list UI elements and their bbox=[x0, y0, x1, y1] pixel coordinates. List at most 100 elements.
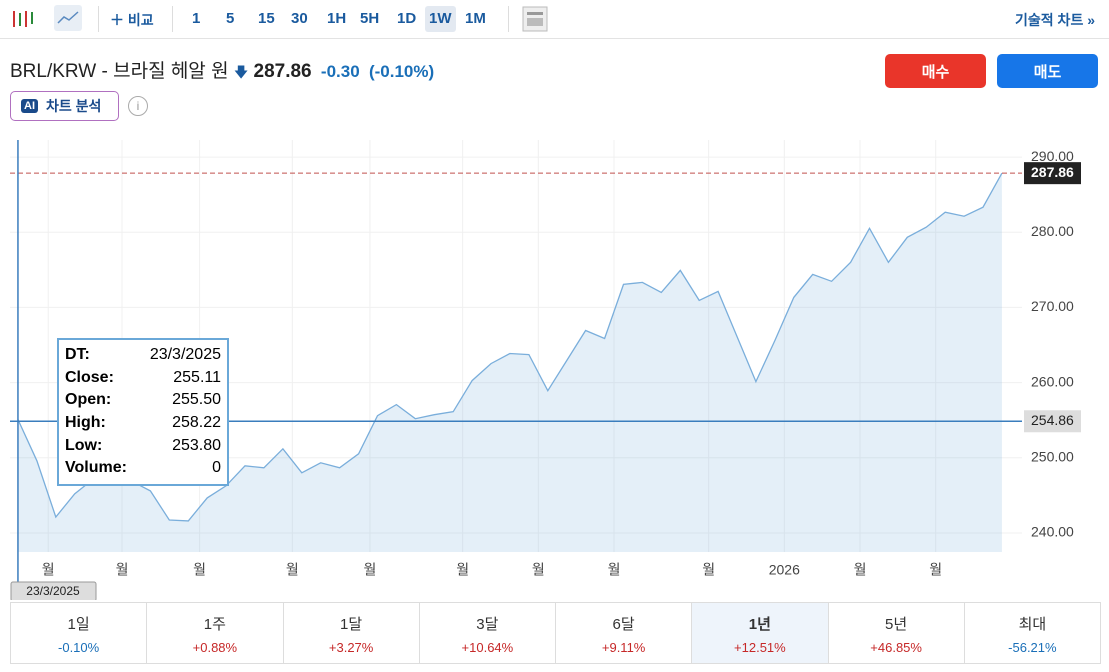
x-tick-label: 월 bbox=[532, 562, 545, 578]
period-bar: 1일 -0.10% 1주 +0.88% 1달 +3.27% 3달 +10.64% 6달 +9.11… bbox=[10, 602, 1101, 664]
period-cell[interactable]: 5년 +46.85% bbox=[829, 603, 965, 663]
info-icon[interactable]: i bbox=[128, 96, 148, 116]
quote-header: BRL/KRW - 브라질 헤알 원 🡇 287.86 -0.30 (-0.10… bbox=[10, 56, 434, 86]
x-tick-label: 월 bbox=[42, 562, 55, 578]
tooltip: DT: 23/3/2025 Close: 255.11 Open: 255.50 High:… bbox=[57, 338, 229, 486]
interval-button[interactable]: 5H bbox=[360, 10, 380, 27]
period-change: +10.64% bbox=[461, 640, 514, 655]
line-icon[interactable] bbox=[54, 5, 82, 31]
period-label: 1년 bbox=[748, 616, 771, 633]
y-tick-label: 290.00 bbox=[1031, 148, 1074, 164]
crosshair-x-label: 23/3/2025 bbox=[26, 584, 80, 598]
toolbar: ＋ 비교 1 5 15 30 1H 5H 1D 1W 1M 기술적 차트 » bbox=[0, 0, 1109, 39]
chart: 240.00 250.00 260.00 270.00 280.00 290.00 월 월 월 월… bbox=[10, 140, 1081, 600]
x-tick-label: 월 bbox=[608, 562, 621, 578]
y-tick-label: 240.00 bbox=[1031, 524, 1074, 540]
period-change: +9.11% bbox=[601, 640, 646, 655]
tooltip-row: Low: 253.80 bbox=[65, 437, 221, 460]
tooltip-value: 0 bbox=[212, 459, 221, 477]
period-cell[interactable]: 1주 +0.88% bbox=[147, 603, 284, 663]
interval-button[interactable]: 15 bbox=[258, 10, 275, 27]
x-tick-label: 월 bbox=[929, 562, 942, 578]
period-label: 3달 bbox=[476, 616, 499, 633]
interval-button[interactable]: 1H bbox=[327, 10, 347, 27]
tooltip-value: 255.50 bbox=[172, 391, 221, 409]
tooltip-value: 255.11 bbox=[173, 368, 221, 386]
tooltip-row: Open: 255.50 bbox=[65, 391, 221, 414]
period-cell[interactable]: 1달 +3.27% bbox=[284, 603, 420, 663]
interval-button[interactable]: 1M bbox=[465, 10, 486, 27]
tooltip-key: High: bbox=[65, 414, 106, 432]
candle-icon[interactable] bbox=[10, 8, 34, 30]
layout-icon[interactable] bbox=[522, 6, 548, 32]
tooltip-value: 258.22 bbox=[172, 414, 221, 432]
technical-chart-link[interactable]: 기술적 차트 » bbox=[1015, 12, 1095, 28]
period-label: 최대 bbox=[1018, 616, 1047, 633]
period-cell[interactable]: 최대 -56.21% bbox=[965, 603, 1100, 663]
period-cell[interactable]: 6달 +9.11% bbox=[556, 603, 693, 663]
x-tick-label: 월 bbox=[286, 562, 299, 578]
period-change: +46.85% bbox=[870, 640, 922, 655]
period-label: 5년 bbox=[885, 616, 908, 633]
buy-button[interactable]: 매수 bbox=[885, 54, 986, 88]
interval-button[interactable]: 30 bbox=[291, 10, 308, 27]
x-tick-label: 월 bbox=[363, 562, 376, 578]
period-label: 1일 bbox=[67, 616, 90, 633]
last-price-label: 287.86 bbox=[1031, 164, 1074, 180]
y-tick-label: 280.00 bbox=[1031, 223, 1074, 239]
compare-button[interactable]: ＋ 비교 bbox=[110, 12, 154, 28]
ai-badge: AI bbox=[21, 99, 38, 113]
crosshair-x-box bbox=[10, 581, 97, 600]
price: 287.86 bbox=[253, 61, 312, 82]
period-label: 1주 bbox=[203, 616, 226, 633]
tooltip-row: Close: 255.11 bbox=[65, 369, 221, 392]
period-cell[interactable]: 1년 +12.51% bbox=[692, 603, 829, 663]
interval-button[interactable]: 5 bbox=[226, 10, 235, 27]
tooltip-row: DT: 23/3/2025 bbox=[65, 346, 221, 369]
y-tick-label: 270.00 bbox=[1031, 298, 1074, 314]
period-cell[interactable]: 1일 -0.10% bbox=[11, 603, 148, 663]
compare-label: 비교 bbox=[127, 12, 154, 28]
tooltip-key: Low: bbox=[65, 436, 103, 454]
period-cell[interactable]: 3달 +10.64% bbox=[420, 603, 556, 663]
change: -0.30 bbox=[320, 62, 360, 81]
tooltip-key: Close: bbox=[65, 368, 114, 386]
period-label: 6달 bbox=[612, 616, 635, 633]
x-tick-label: 월 bbox=[193, 562, 206, 578]
ai-label: 차트 분석 bbox=[46, 98, 102, 114]
area bbox=[17, 173, 1002, 552]
period-change: +3.27% bbox=[328, 640, 374, 655]
x-tick-label: 월 bbox=[854, 562, 867, 578]
change-pct: (-0.10%) bbox=[368, 62, 435, 81]
crosshair-y-box bbox=[1024, 410, 1081, 433]
tooltip-key: Volume: bbox=[65, 459, 127, 477]
y-tick-label: 260.00 bbox=[1031, 373, 1074, 389]
sell-button[interactable]: 매도 bbox=[997, 54, 1098, 88]
tooltip-row: Volume: 0 bbox=[65, 459, 221, 482]
tooltip-value: 23/3/2025 bbox=[149, 346, 221, 363]
x-tick-label: 월 bbox=[116, 562, 129, 578]
down-arrow: 🡇 bbox=[233, 64, 249, 80]
period-label: 1달 bbox=[340, 616, 363, 633]
tooltip-row: High: 258.22 bbox=[65, 414, 221, 437]
interval-button[interactable]: 1W bbox=[425, 6, 456, 32]
x-tick-label: 2026 bbox=[769, 562, 800, 578]
y-tick-label: 250.00 bbox=[1031, 448, 1074, 464]
interval-button[interactable]: 1 bbox=[192, 10, 201, 27]
symbol: BRL/KRW - 브라질 헤알 원 bbox=[10, 61, 229, 82]
tooltip-key: DT: bbox=[65, 346, 90, 363]
tooltip-value: 253.80 bbox=[172, 436, 221, 454]
tooltip-key: Open: bbox=[65, 391, 112, 409]
period-change: -0.10% bbox=[58, 640, 100, 655]
last-price-box bbox=[1024, 162, 1081, 185]
crosshair-y-label: 254.86 bbox=[1031, 412, 1074, 428]
interval-button[interactable]: 1D bbox=[397, 10, 417, 27]
ai-button[interactable]: AI 차트 분석 bbox=[10, 91, 119, 121]
period-change: -56.21% bbox=[1008, 640, 1057, 655]
period-change: +0.88% bbox=[192, 640, 238, 655]
period-change: +12.51% bbox=[734, 640, 786, 655]
x-tick-label: 월 bbox=[456, 562, 469, 578]
line bbox=[17, 172, 1003, 522]
x-tick-label: 월 bbox=[702, 562, 715, 578]
